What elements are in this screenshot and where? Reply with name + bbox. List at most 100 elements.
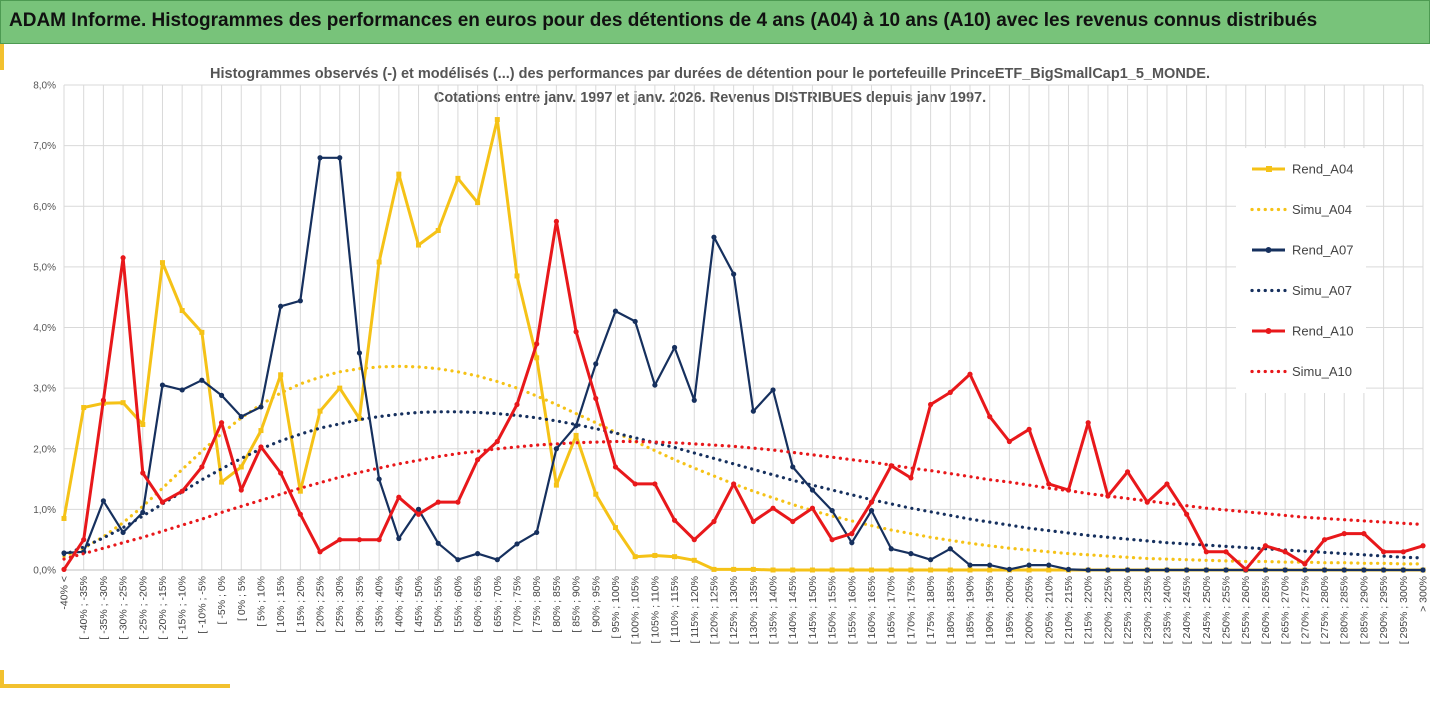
data-point — [337, 537, 343, 543]
data-point — [691, 397, 697, 403]
y-axis: 0,0% 1,0% 2,0% 3,0% 4,0% 5,0% 6,0% 7,0% 8,0% — [33, 81, 56, 577]
data-point — [1321, 567, 1328, 573]
data-point — [415, 506, 422, 512]
data-point — [455, 499, 461, 505]
data-point — [1085, 567, 1091, 573]
data-point — [553, 446, 559, 452]
data-point — [809, 567, 815, 573]
x-tick-label: [ 145% ; 150% — [807, 576, 819, 644]
data-point — [1184, 567, 1190, 573]
data-point — [120, 400, 126, 406]
data-point — [632, 481, 638, 487]
data-point — [593, 491, 599, 497]
legend-label: Rend_A10 — [1292, 324, 1353, 339]
data-point — [750, 566, 756, 572]
data-point — [1065, 566, 1072, 572]
data-point — [199, 329, 205, 335]
data-point — [770, 567, 776, 573]
data-point — [1282, 567, 1288, 573]
data-point — [1262, 567, 1269, 573]
x-tick-label: [ 35% ; 40% — [374, 576, 386, 633]
data-point — [475, 200, 481, 206]
data-point — [711, 518, 717, 525]
data-point — [435, 499, 441, 505]
series-line — [63, 156, 1423, 572]
data-point — [1203, 567, 1209, 573]
data-point — [317, 549, 323, 555]
x-tick-label: [ 220% ; 225% — [1102, 576, 1114, 644]
x-tick-label: [ 225% ; 230% — [1122, 576, 1134, 644]
x-tick-label: [ 130% ; 135% — [748, 576, 760, 644]
data-point — [849, 567, 855, 573]
x-tick-label: [ 265% ; 270% — [1280, 576, 1292, 644]
data-point — [1282, 549, 1288, 555]
x-tick-label: [ -40% ; -35% — [78, 576, 90, 640]
data-point — [829, 507, 835, 514]
data-point — [573, 432, 579, 438]
x-tick-label: [ 75% ; 80% — [531, 576, 543, 633]
chart-legend: Rend_A04 Simu_A04 Rend_A07 Simu_A07 Rend_A10… — [1236, 148, 1366, 393]
data-point — [494, 117, 500, 123]
data-point — [967, 567, 973, 573]
x-tick-label: [ 50% ; 55% — [433, 576, 445, 633]
x-tick-label: [ 250% ; 255% — [1221, 576, 1233, 644]
x-tick-label: [ 170% ; 175% — [905, 576, 917, 644]
data-point — [573, 423, 579, 429]
data-point — [416, 242, 422, 248]
x-tick-label: [ -35% ; -30% — [98, 576, 110, 640]
chart-title: Histogrammes observés (-) et modélisés (… — [210, 66, 1210, 82]
x-tick-label: [ 60% ; 65% — [472, 576, 484, 633]
data-point — [1381, 567, 1387, 573]
data-point — [140, 470, 146, 476]
y-tick-label: 7,0% — [33, 141, 56, 152]
data-point — [278, 303, 284, 309]
header-banner: ADAM Informe. Histogrammes des performan… — [0, 0, 1430, 44]
x-tick-label: [ 25% ; 30% — [334, 576, 346, 633]
y-tick-label: 6,0% — [33, 202, 56, 213]
data-point — [534, 529, 540, 536]
data-point — [415, 511, 422, 517]
series-line — [62, 410, 1425, 560]
data-point — [120, 529, 126, 536]
data-point — [258, 404, 264, 410]
x-tick-label: [ 15% ; 20% — [295, 576, 307, 633]
x-tick-label: [ 80% ; 85% — [551, 576, 563, 633]
data-point — [1381, 549, 1387, 555]
data-point — [1184, 511, 1190, 517]
data-point — [691, 537, 697, 543]
legend-background — [1236, 148, 1366, 393]
data-point — [612, 464, 619, 470]
data-point — [809, 505, 816, 511]
data-point — [534, 355, 540, 361]
legend-marker — [1265, 328, 1272, 334]
data-point — [1223, 567, 1229, 573]
x-tick-label: [ 160% ; 165% — [866, 576, 878, 644]
data-point — [179, 387, 185, 393]
data-point — [593, 395, 599, 402]
series-line — [62, 364, 1425, 566]
data-point — [455, 175, 461, 181]
data-point — [100, 397, 106, 403]
x-tick-label: [ -15% ; -10% — [177, 576, 189, 640]
data-point — [258, 428, 264, 434]
data-point — [849, 531, 855, 537]
data-point — [553, 482, 559, 488]
data-point — [278, 470, 284, 476]
data-point — [120, 255, 126, 261]
x-tick-label: [ -30% ; -25% — [118, 576, 130, 640]
data-point — [1420, 567, 1426, 573]
x-tick-label: [ 230% ; 235% — [1142, 576, 1154, 644]
data-point — [829, 537, 835, 543]
data-point — [809, 487, 816, 493]
x-tick-label: [ 280% ; 285% — [1339, 576, 1351, 644]
data-point — [179, 308, 185, 314]
y-tick-label: 2,0% — [33, 444, 56, 455]
data-point — [987, 567, 993, 573]
data-point — [632, 554, 638, 560]
data-point — [770, 387, 776, 393]
data-point — [750, 518, 756, 525]
data-point — [553, 218, 559, 225]
data-point — [258, 444, 264, 450]
data-point — [81, 537, 87, 543]
x-axis: -40% < [ -40% ; -35% [ -35% ; -30% [ -30% ;… — [59, 576, 1430, 644]
